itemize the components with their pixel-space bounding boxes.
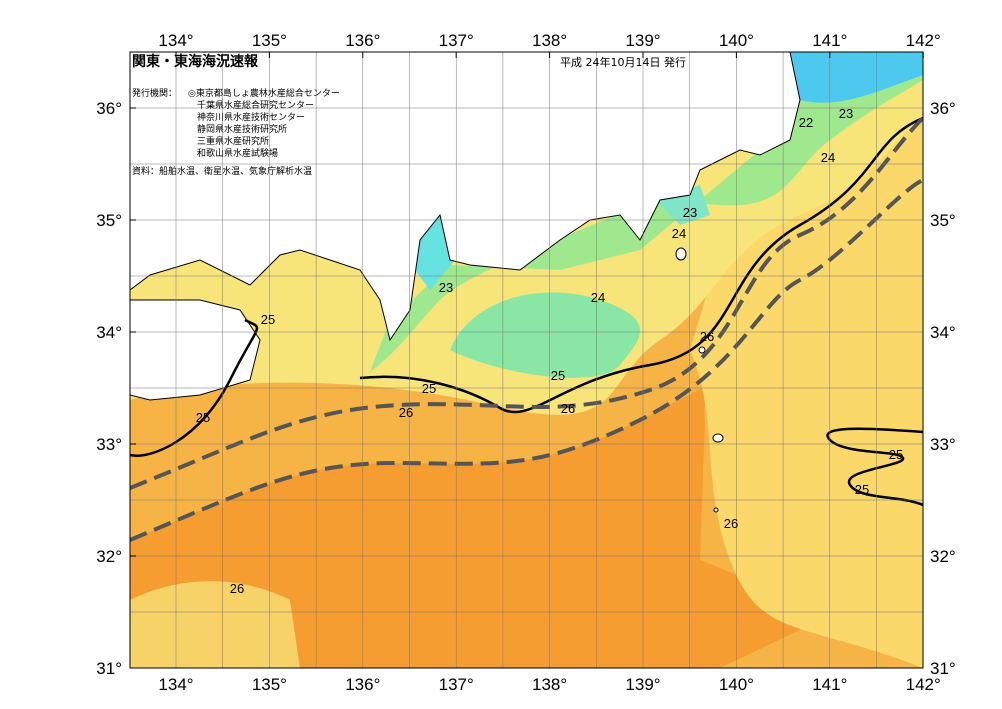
publisher: ◎東京都島しょ農林水産総合センター xyxy=(188,87,340,99)
lon-label-bottom: 135° xyxy=(252,675,287,694)
lon-label-bottom: 139° xyxy=(625,675,660,694)
contour-label: 25 xyxy=(261,312,275,327)
contour-label: 24 xyxy=(821,150,835,165)
land-honshu xyxy=(130,52,801,342)
contour-label: 26 xyxy=(399,405,413,420)
lon-label-bottom: 140° xyxy=(719,675,754,694)
lat-label-right: 35° xyxy=(930,211,956,230)
contour-label: 22 xyxy=(799,115,813,130)
contour-label: 25 xyxy=(889,447,903,462)
publisher: 千葉県水産総合研究センター xyxy=(197,99,314,111)
lat-label-left: 31° xyxy=(96,659,122,678)
lon-label-top: 134° xyxy=(158,31,193,50)
sea-green-core xyxy=(450,292,640,378)
lat-label-right: 34° xyxy=(930,323,956,342)
lon-label-top: 137° xyxy=(439,31,474,50)
issue-date: 平成 24年10月14日 発行 xyxy=(560,55,686,69)
contour-label: 24 xyxy=(672,226,686,241)
kuroshio-edge xyxy=(130,116,923,490)
lon-label-top: 138° xyxy=(532,31,567,50)
lat-label-left: 34° xyxy=(96,323,122,342)
lon-label-top: 141° xyxy=(812,31,847,50)
islands xyxy=(675,247,724,513)
lon-label-bottom: 138° xyxy=(532,675,567,694)
lon-label-bottom: 134° xyxy=(158,675,193,694)
lat-label-right: 31° xyxy=(930,659,956,678)
lat-label-right: 32° xyxy=(930,547,956,566)
contour-25 xyxy=(359,116,923,414)
publisher: 三重県水産研究所 xyxy=(197,135,269,147)
lat-label-left: 36° xyxy=(96,99,122,118)
lat-label-left: 33° xyxy=(96,435,122,454)
contour-label: 25 xyxy=(855,482,869,497)
contour-label: 26 xyxy=(561,401,575,416)
lon-label-top: 136° xyxy=(345,31,380,50)
sea-blue xyxy=(790,52,923,103)
lat-label-right: 33° xyxy=(930,435,956,454)
contour-label: 26 xyxy=(230,581,244,596)
lon-label-top: 139° xyxy=(625,31,660,50)
contour-label: 25 xyxy=(551,368,565,383)
sea-yellow-patch xyxy=(130,581,300,668)
lon-label-bottom: 137° xyxy=(439,675,474,694)
contour-label: 25 xyxy=(196,410,210,425)
lon-label-top: 135° xyxy=(252,31,287,50)
lat-label-left: 32° xyxy=(96,547,122,566)
land-shikoku xyxy=(130,299,261,401)
contour-label: 26 xyxy=(700,329,714,344)
publisher: 神奈川県水産技術センター xyxy=(197,111,305,123)
kuroshio-edge xyxy=(130,178,923,542)
lon-label-top: 140° xyxy=(719,31,754,50)
map-title: 関東・東海海況速報 xyxy=(132,53,259,70)
lat-label-left: 35° xyxy=(96,211,122,230)
bay-cyan xyxy=(655,185,710,225)
contour-label: 23 xyxy=(439,280,453,295)
lat-label-right: 36° xyxy=(930,99,956,118)
publisher: 静岡県水産技術研究所 xyxy=(197,123,287,135)
sea-temperature-field xyxy=(130,52,923,668)
contour-label: 24 xyxy=(591,290,605,305)
contour-label: 23 xyxy=(839,106,853,121)
map-frame xyxy=(129,51,924,669)
contour-25 xyxy=(130,318,259,457)
data-source: 資料：船舶水温、衛星水温、気象庁解析水温 xyxy=(132,165,312,177)
publisher: 和歌山県水産試験場 xyxy=(197,147,278,159)
publisher-label: 発行機関： xyxy=(132,87,177,99)
lon-label-top: 142° xyxy=(906,31,941,50)
lon-label-bottom: 141° xyxy=(812,675,847,694)
contour-label: 23 xyxy=(683,205,697,220)
contour-25 xyxy=(826,427,923,507)
sea-dark-orange xyxy=(130,386,800,668)
lon-label-bottom: 136° xyxy=(345,675,380,694)
contour-label: 25 xyxy=(422,381,436,396)
lon-label-bottom: 142° xyxy=(906,675,941,694)
contour-label: 26 xyxy=(724,516,738,531)
